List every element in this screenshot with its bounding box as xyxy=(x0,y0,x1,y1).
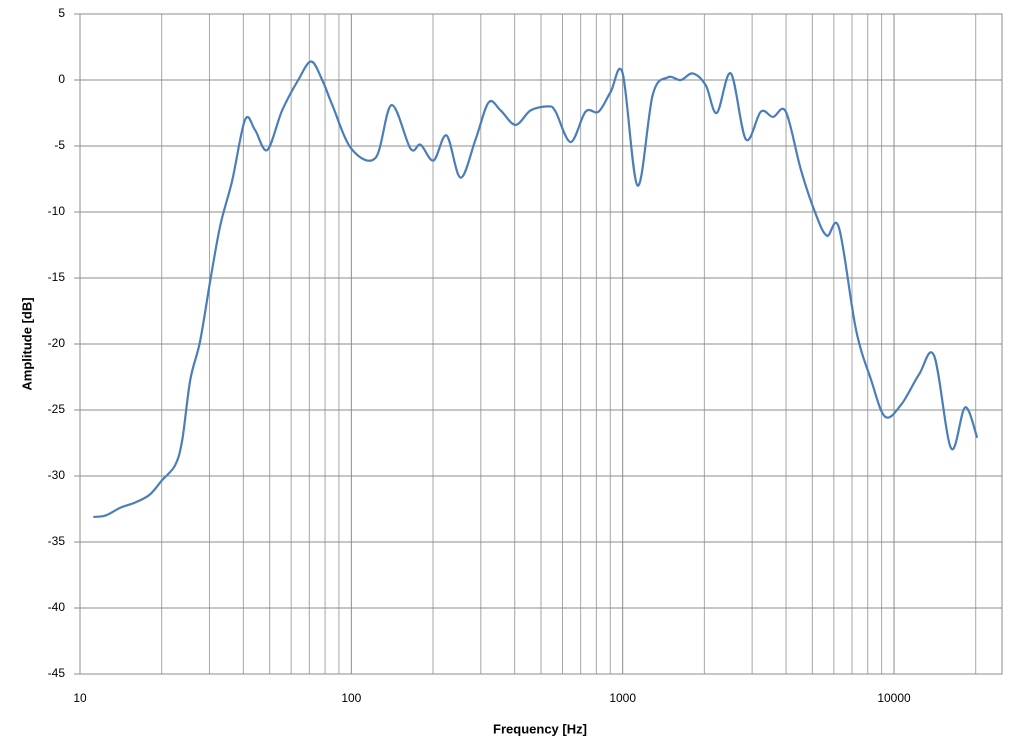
y-tick-label: -15 xyxy=(48,270,66,284)
y-tick-label: -5 xyxy=(54,138,65,152)
x-tick-label: 10 xyxy=(73,691,87,705)
y-tick-label: -20 xyxy=(48,336,66,350)
y-tick-label: -30 xyxy=(48,468,66,482)
y-tick-label: -35 xyxy=(48,534,66,548)
y-tick-label: -10 xyxy=(48,204,66,218)
x-tick-label: 100 xyxy=(341,691,361,705)
y-axis-title: Amplitude [dB] xyxy=(19,297,34,390)
y-tick-label: 5 xyxy=(58,6,65,20)
x-axis-title: Frequency [Hz] xyxy=(493,721,587,736)
y-tick-label: -40 xyxy=(48,600,66,614)
data-line xyxy=(93,60,979,519)
x-tick-label: 1000 xyxy=(609,691,636,705)
y-tick-label: -45 xyxy=(48,666,66,680)
y-tick-label: -25 xyxy=(48,402,66,416)
y-tick-label: 0 xyxy=(58,72,65,86)
x-tick-label: 10000 xyxy=(877,691,911,705)
plot-frame xyxy=(79,13,1003,675)
